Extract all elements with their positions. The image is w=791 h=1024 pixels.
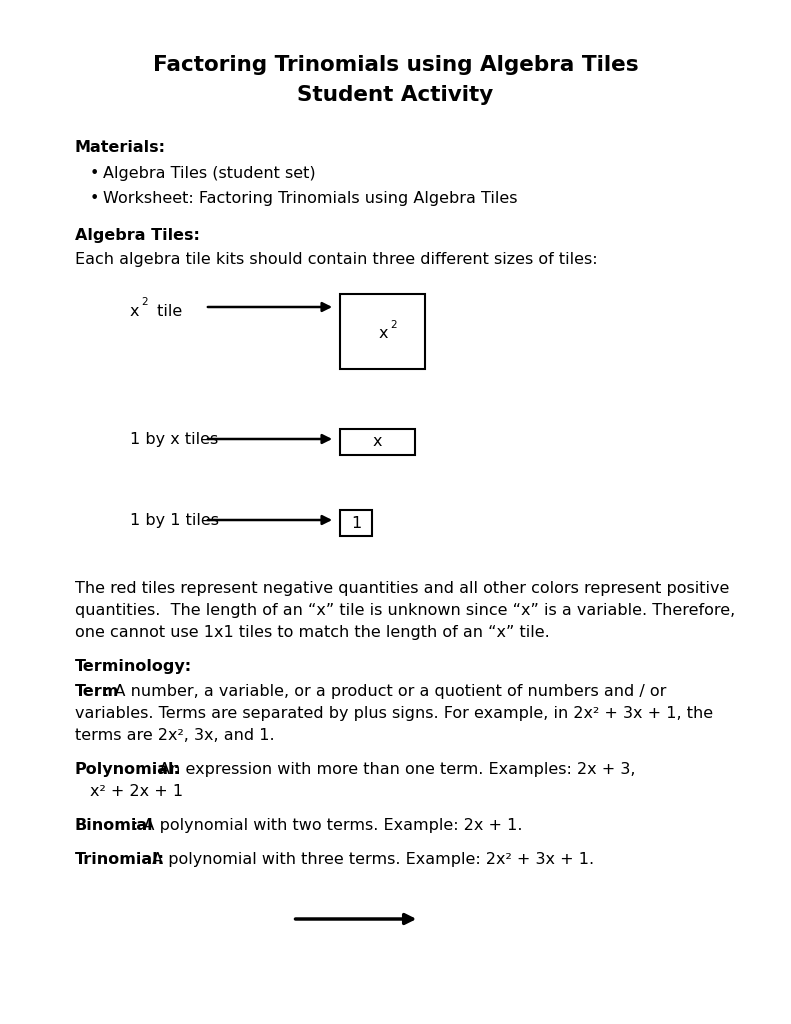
Text: Terminology:: Terminology:	[75, 659, 192, 674]
Text: 1: 1	[351, 515, 361, 530]
Text: Materials:: Materials:	[75, 140, 166, 155]
Text: : A number, a variable, or a product or a quotient of numbers and / or: : A number, a variable, or a product or …	[104, 684, 666, 699]
Text: Student Activity: Student Activity	[297, 85, 494, 105]
Text: A polynomial with three terms. Example: 2x² + 3x + 1.: A polynomial with three terms. Example: …	[147, 852, 594, 867]
Text: Term: Term	[75, 684, 119, 699]
Text: quantities.  The length of an “x” tile is unknown since “x” is a variable. There: quantities. The length of an “x” tile is…	[75, 603, 736, 618]
Text: 2: 2	[390, 319, 396, 330]
Text: Binomial: Binomial	[75, 818, 153, 833]
Text: The red tiles represent negative quantities and all other colors represent posit: The red tiles represent negative quantit…	[75, 581, 729, 596]
Text: Polynomial:: Polynomial:	[75, 762, 181, 777]
Text: An expression with more than one term. Examples: 2x + 3,: An expression with more than one term. E…	[154, 762, 636, 777]
Text: x: x	[379, 327, 388, 341]
Text: 1 by x tiles: 1 by x tiles	[130, 432, 218, 447]
Bar	[340, 294, 425, 369]
Text: Algebra Tiles (student set): Algebra Tiles (student set)	[103, 166, 316, 181]
Text: x: x	[373, 434, 382, 450]
Text: x² + 2x + 1: x² + 2x + 1	[90, 784, 184, 799]
Text: 2: 2	[142, 297, 148, 307]
Bar	[340, 510, 372, 536]
Text: •: •	[90, 191, 100, 206]
Text: 1 by 1 tiles: 1 by 1 tiles	[130, 513, 219, 528]
Text: : A polynomial with two terms. Example: 2x + 1.: : A polynomial with two terms. Example: …	[133, 818, 522, 833]
Text: Worksheet: Factoring Trinomials using Algebra Tiles: Worksheet: Factoring Trinomials using Al…	[103, 191, 517, 206]
Text: x: x	[130, 304, 139, 319]
Text: variables. Terms are separated by plus signs. For example, in 2x² + 3x + 1, the: variables. Terms are separated by plus s…	[75, 706, 713, 721]
Text: tile: tile	[152, 304, 182, 319]
Text: •: •	[90, 166, 100, 181]
Text: Factoring Trinomials using Algebra Tiles: Factoring Trinomials using Algebra Tiles	[153, 55, 638, 75]
Text: Each algebra tile kits should contain three different sizes of tiles:: Each algebra tile kits should contain th…	[75, 252, 598, 267]
Text: one cannot use 1x1 tiles to match the length of an “x” tile.: one cannot use 1x1 tiles to match the le…	[75, 625, 550, 640]
Text: Algebra Tiles:: Algebra Tiles:	[75, 228, 200, 243]
Text: Trinomial:: Trinomial:	[75, 852, 165, 867]
Bar	[340, 429, 415, 455]
Text: terms are 2x², 3x, and 1.: terms are 2x², 3x, and 1.	[75, 728, 274, 743]
